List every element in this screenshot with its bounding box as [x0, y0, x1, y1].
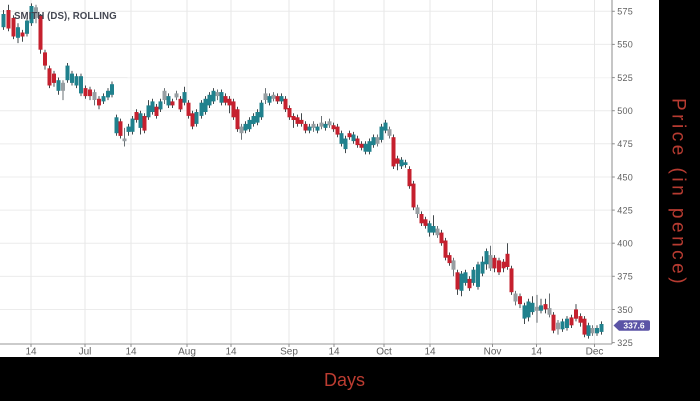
svg-text:450: 450	[617, 172, 633, 182]
svg-text:Jul: Jul	[79, 347, 92, 358]
svg-text:14: 14	[225, 347, 237, 358]
svg-text:Price (in pence): Price (in pence)	[668, 98, 689, 287]
svg-text:525: 525	[617, 73, 633, 83]
svg-text:575: 575	[617, 7, 633, 17]
svg-text:SMITH (DS), ROLLING: SMITH (DS), ROLLING	[14, 11, 117, 22]
svg-text:14: 14	[125, 347, 137, 358]
svg-text:Nov: Nov	[484, 347, 502, 358]
svg-text:Days: Days	[324, 370, 365, 390]
svg-text:Oct: Oct	[376, 347, 392, 358]
svg-text:550: 550	[617, 40, 633, 50]
svg-text:425: 425	[617, 205, 633, 215]
svg-text:337.6: 337.6	[623, 321, 645, 331]
svg-text:350: 350	[617, 305, 633, 315]
svg-text:14: 14	[25, 347, 37, 358]
svg-text:14: 14	[424, 347, 436, 358]
svg-text:14: 14	[531, 347, 543, 358]
svg-text:400: 400	[617, 239, 633, 249]
svg-text:Dec: Dec	[586, 347, 604, 358]
svg-text:500: 500	[617, 106, 633, 116]
svg-text:375: 375	[617, 272, 633, 282]
svg-text:Sep: Sep	[280, 347, 298, 358]
svg-text:325: 325	[617, 338, 633, 348]
svg-text:Aug: Aug	[178, 347, 196, 358]
svg-text:475: 475	[617, 139, 633, 149]
svg-text:14: 14	[328, 347, 340, 358]
